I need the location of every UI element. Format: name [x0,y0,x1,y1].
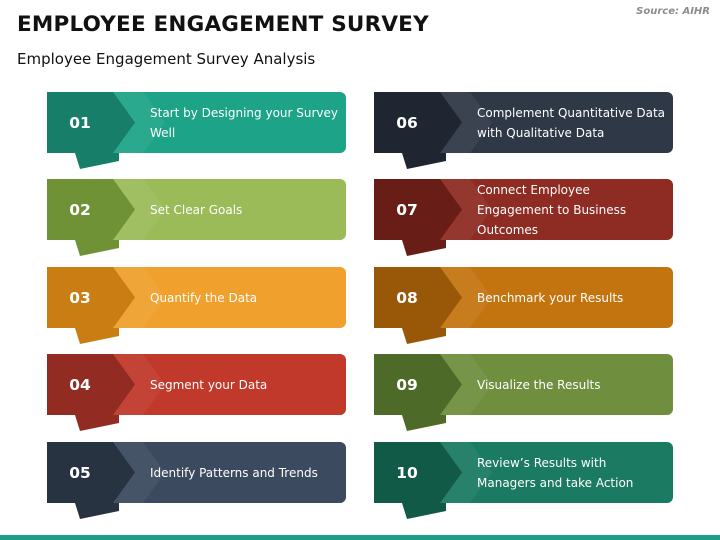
step-number: 04 [69,375,91,394]
ribbon-fold [75,328,119,344]
step-card: 09 Visualize the Results [374,354,673,432]
step-label: Identify Patterns and Trends [150,465,318,480]
step-card: 02 Set Clear Goals [47,179,346,257]
step-card: 08 Benchmark your Results [374,267,673,345]
step-label: Segment your Data [150,377,268,392]
ribbon-fold [75,415,119,431]
source-note: Source: AIHR [636,6,710,17]
step-number: 05 [69,463,91,482]
bottom-accent-bar [0,535,720,540]
ribbon-fold [402,240,446,256]
step-number: 06 [396,113,418,132]
step-card: 01 Start by Designing your Survey Well [47,92,346,170]
step-label: Start by Designing your Survey Well [150,105,339,140]
step-card: 07 Connect Employee Engagement to Busines… [374,179,673,257]
ribbon-fold [402,153,446,169]
step-number: 03 [69,288,91,307]
step-number: 01 [69,113,91,132]
ribbon-fold [402,328,446,344]
ribbon-fold [402,503,446,519]
ribbon-fold [75,153,119,169]
step-label: Quantify the Data [150,290,258,305]
step-card: 05 Identify Patterns and Trends [47,442,346,520]
step-card: 04 Segment your Data [47,354,346,432]
step-card: 10 Review’s Results with Managers and tak… [374,442,673,520]
step-label: Visualize the Results [477,377,601,392]
step-number: 07 [396,200,418,219]
page-subtitle: Employee Engagement Survey Analysis [17,50,316,68]
step-label: Connect Employee Engagement to Business … [477,182,627,237]
ribbon-fold [402,415,446,431]
step-number: 10 [396,463,418,482]
step-card: 03 Quantify the Data [47,267,346,345]
step-number: 02 [69,200,91,219]
ribbon-fold [75,240,119,256]
step-label: Set Clear Goals [150,202,243,217]
step-card: 06 Complement Quantitative Data with Qual… [374,92,673,170]
ribbon-fold [75,503,119,519]
step-number: 09 [396,375,418,394]
step-label: Review’s Results with Managers and take … [477,455,634,490]
step-label: Benchmark your Results [477,290,624,305]
step-number: 08 [396,288,418,307]
page-title: EMPLOYEE ENGAGEMENT SURVEY [17,12,429,37]
step-label: Complement Quantitative Data with Qualit… [477,105,666,140]
